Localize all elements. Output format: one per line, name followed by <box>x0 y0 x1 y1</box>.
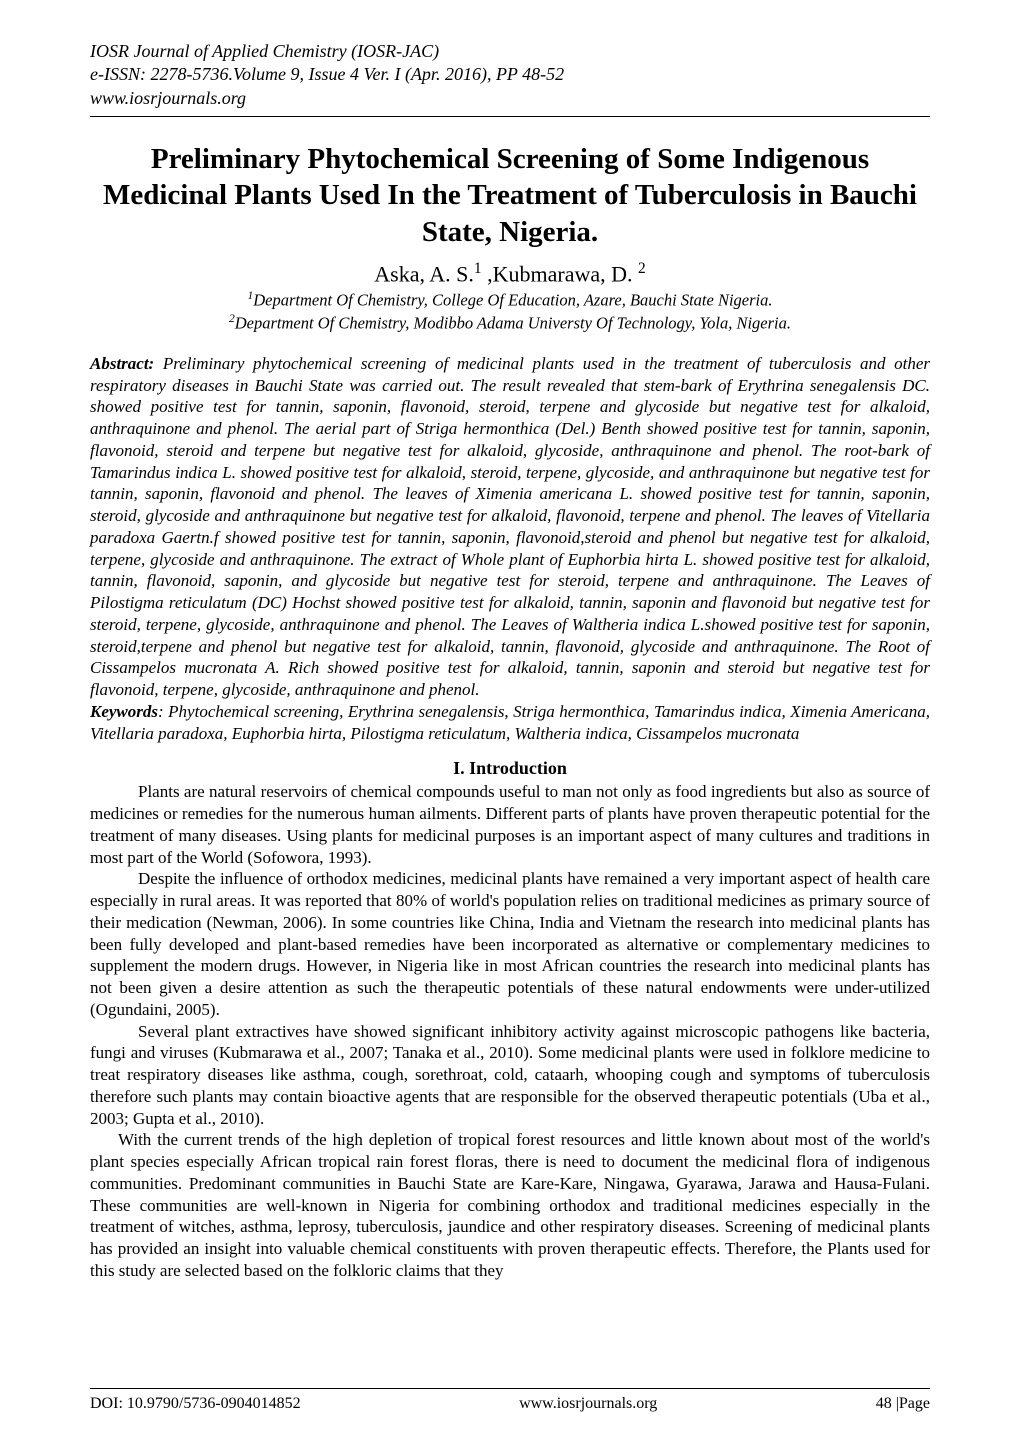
footer-site: www.iosrjournals.org <box>519 1395 657 1413</box>
header-rule <box>90 116 930 117</box>
keywords-block: Keywords: Phytochemical screening, Eryth… <box>90 701 930 745</box>
paper-title: Preliminary Phytochemical Screening of S… <box>90 141 930 250</box>
journal-issn-line: e-ISSN: 2278-5736.Volume 9, Issue 4 Ver.… <box>90 63 930 86</box>
intro-para-4: With the current trends of the high depl… <box>90 1129 930 1281</box>
abstract-block: Abstract: Preliminary phytochemical scre… <box>90 353 930 701</box>
keywords-label: Keywords <box>90 702 158 721</box>
footer-page: 48 |Page <box>876 1395 930 1413</box>
authors: Aska, A. S.1 ,Kubmarawa, D. 2 <box>90 260 930 287</box>
journal-name: IOSR Journal of Applied Chemistry (IOSR-… <box>90 40 930 63</box>
intro-body: Plants are natural reservoirs of chemica… <box>90 781 930 1281</box>
footer-doi: DOI: 10.9790/5736-0904014852 <box>90 1395 301 1413</box>
footer-rule <box>90 1388 930 1389</box>
journal-header: IOSR Journal of Applied Chemistry (IOSR-… <box>90 40 930 110</box>
affil-text-1: Department Of Chemistry, College Of Educ… <box>253 291 772 310</box>
page-footer: DOI: 10.9790/5736-0904014852 www.iosrjou… <box>90 1382 930 1413</box>
affil-text-2: Department Of Chemistry, Modibbo Adama U… <box>235 314 791 333</box>
affiliation-1: 1Department Of Chemistry, College Of Edu… <box>90 289 930 312</box>
footer-line: DOI: 10.9790/5736-0904014852 www.iosrjou… <box>90 1395 930 1413</box>
journal-url: www.iosrjournals.org <box>90 87 930 110</box>
affiliation-2: 2Department Of Chemistry, Modibbo Adama … <box>90 312 930 335</box>
section-intro-heading: I. Introduction <box>90 758 930 779</box>
intro-para-1: Plants are natural reservoirs of chemica… <box>90 781 930 868</box>
intro-para-2: Despite the influence of orthodox medici… <box>90 868 930 1020</box>
abstract-label: Abstract: <box>90 354 154 373</box>
intro-para-3: Several plant extractives have showed si… <box>90 1021 930 1130</box>
abstract-text: Preliminary phytochemical screening of m… <box>90 354 930 699</box>
keywords-text: : Phytochemical screening, Erythrina sen… <box>90 702 930 743</box>
affiliations: 1Department Of Chemistry, College Of Edu… <box>90 289 930 335</box>
